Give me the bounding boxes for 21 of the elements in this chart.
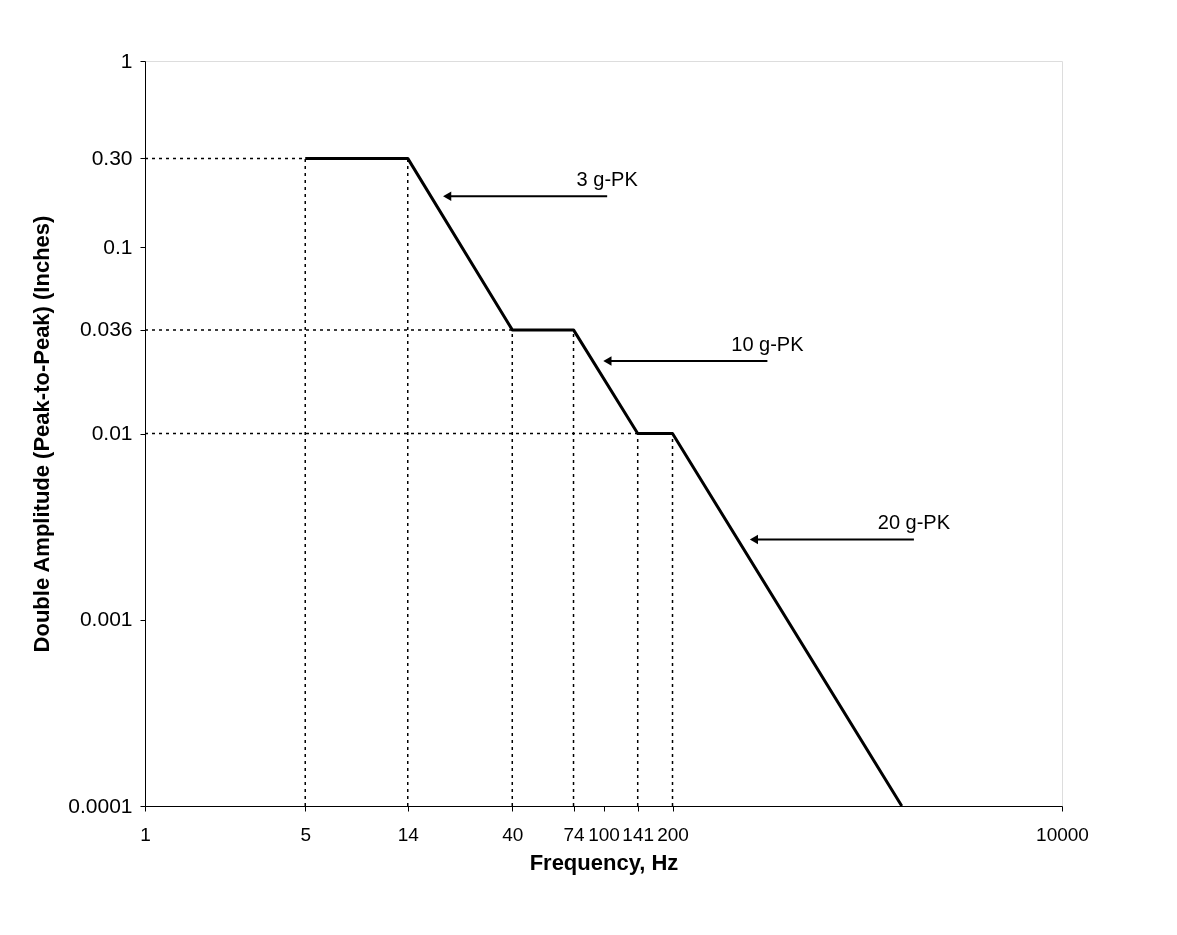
- x-tick-label: 74: [563, 823, 586, 845]
- y-tick-label: 0.01: [91, 421, 133, 444]
- x-tick-label: 40: [502, 823, 524, 845]
- x-tick-label: 10000: [1036, 823, 1089, 845]
- y-tick-label: 0.001: [79, 607, 133, 631]
- x-tick-label: 1: [140, 823, 151, 845]
- y-tick-label: 0.30: [91, 145, 133, 169]
- annotation: 3 g-PK: [576, 168, 639, 191]
- y-tick-label: 0.1: [103, 234, 133, 258]
- x-tick-label: 14: [397, 823, 420, 845]
- x-tick-label: 200: [657, 823, 689, 845]
- y-tick-label: 0.036: [79, 317, 133, 341]
- y-axis-title: Double Amplitude (Peak-to-Peak) (Inches): [29, 215, 55, 653]
- y-tick-label: 1: [120, 48, 133, 72]
- x-tick-label: 141: [622, 823, 655, 845]
- x-tick-label: 5: [300, 823, 312, 845]
- x-axis-title: Frequency, Hz: [529, 849, 679, 875]
- annotation: 20 g-PK: [877, 511, 951, 534]
- annotation: 10 g-PK: [731, 333, 805, 356]
- x-tick-label: 100: [588, 823, 620, 845]
- y-tick-label: 0.0001: [68, 793, 133, 817]
